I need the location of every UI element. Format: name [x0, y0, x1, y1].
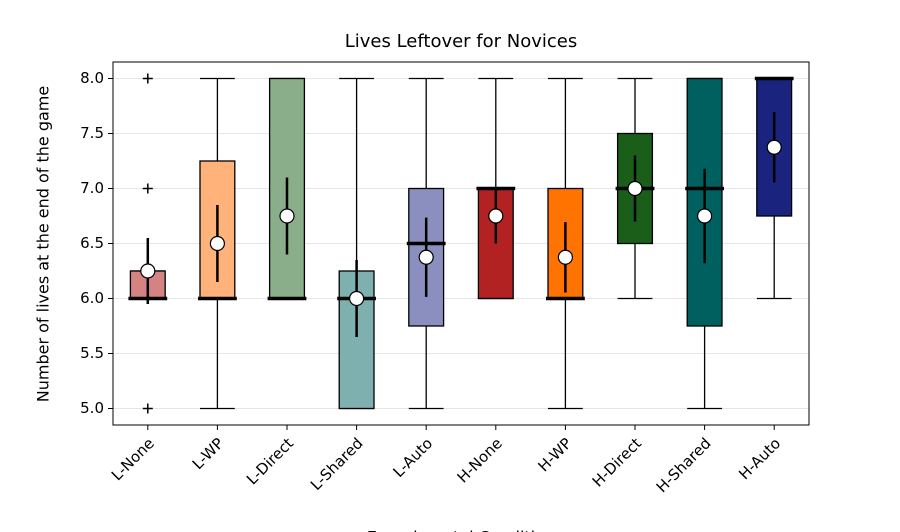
x-tick-label: H-Shared	[653, 434, 715, 496]
mean-marker	[766, 139, 782, 155]
plot-frame	[112, 61, 810, 426]
mean-marker	[209, 235, 225, 252]
x-tick-label: L-Auto	[390, 434, 437, 481]
x-tick-label: L-None	[108, 434, 158, 484]
y-tick-label: 6.0	[80, 289, 104, 307]
mean-marker	[557, 249, 574, 265]
mean-marker	[279, 208, 295, 224]
x-tick-label: H-Auto	[735, 434, 784, 483]
flier	[142, 73, 153, 84]
mean-marker	[488, 208, 504, 224]
y-tick-label: 8.0	[80, 69, 104, 87]
y-tick-label: 7.5	[80, 124, 104, 142]
mean-marker	[140, 263, 156, 279]
x-tick-label: H-WP	[534, 434, 575, 475]
x-tick-label: L-Shared	[307, 434, 367, 494]
chart-title: Lives Leftover for Novices	[345, 31, 578, 52]
x-tick-label: H-Direct	[589, 434, 645, 490]
x-axis-label: Experimental Condition	[367, 528, 555, 532]
mean-marker	[627, 180, 643, 197]
x-tick-label: L-Direct	[243, 434, 297, 488]
y-tick-label: 5.5	[80, 344, 104, 362]
flier	[142, 403, 153, 414]
y-axis-label: Number of lives at the end of the game	[34, 86, 53, 402]
mean-marker	[349, 290, 365, 307]
flier	[142, 183, 153, 194]
mean-marker	[696, 208, 713, 224]
y-tick-label: 6.5	[80, 234, 104, 252]
mean-marker	[418, 249, 434, 265]
y-tick-label: 7.0	[80, 179, 104, 197]
x-tick-label: H-None	[454, 434, 506, 486]
y-tick-label: 5.0	[80, 399, 104, 417]
x-tick-label: L-WP	[189, 434, 228, 473]
